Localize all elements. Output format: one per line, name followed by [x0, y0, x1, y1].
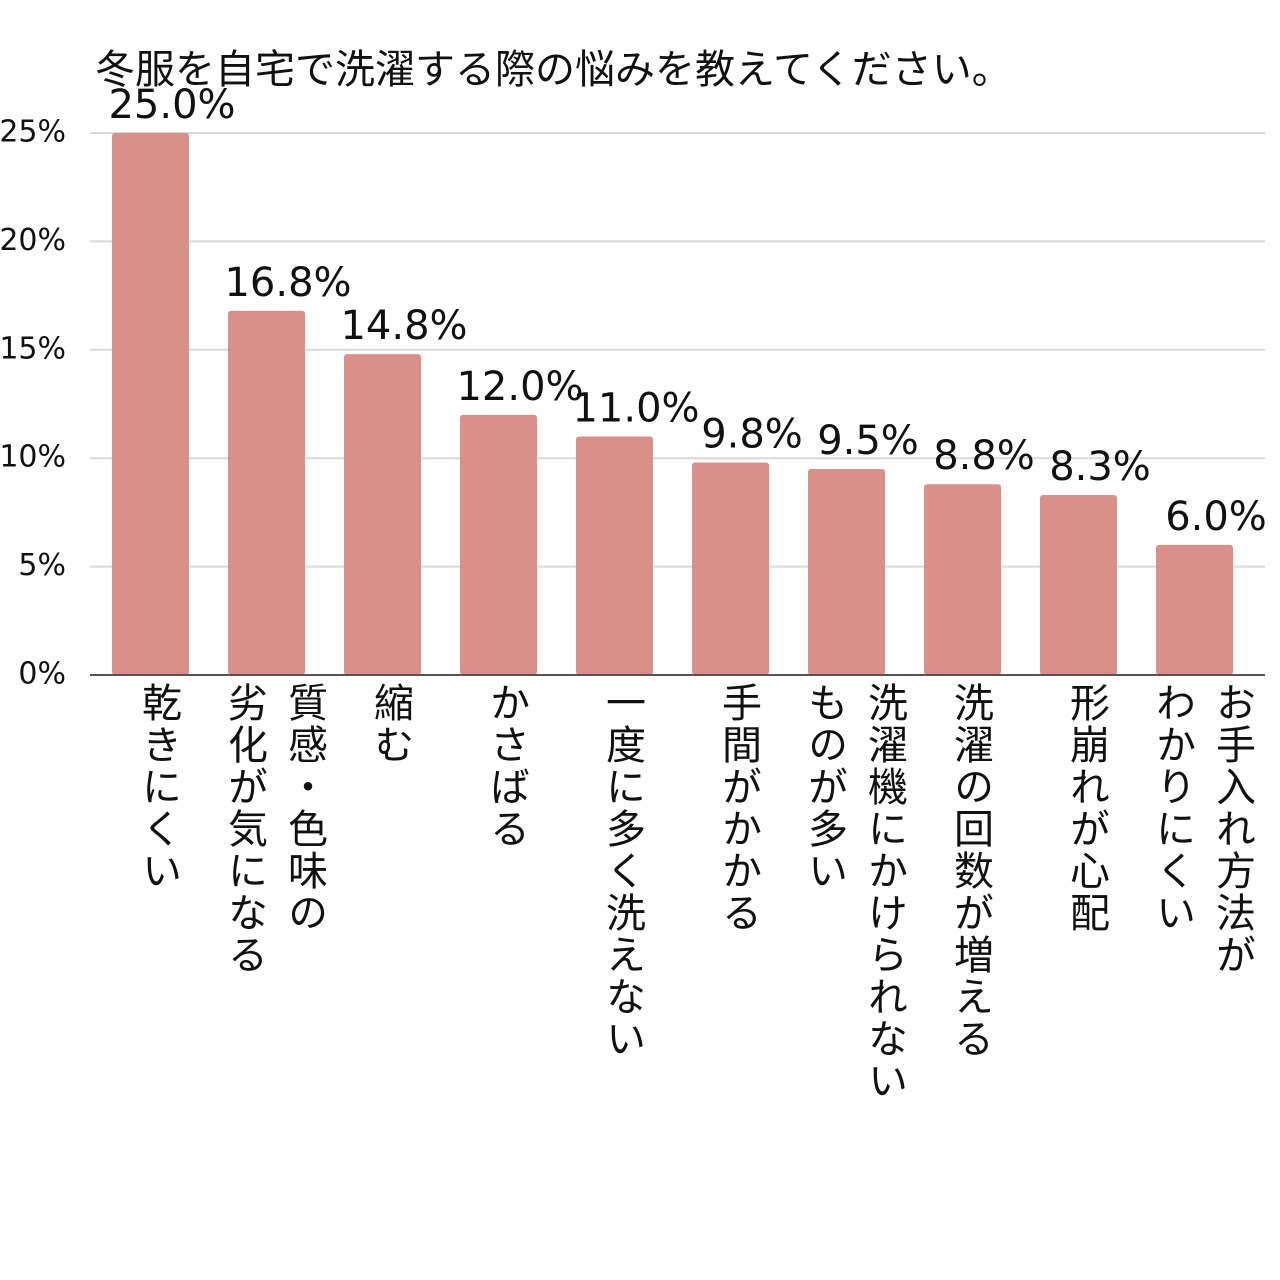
- value-label: 6.0%: [1165, 494, 1267, 540]
- x-tick-label: 縮む: [367, 682, 413, 766]
- x-tick-label: お手入れ方法が わかりにくい: [1149, 682, 1255, 976]
- y-tick-label: 15%: [0, 331, 66, 366]
- y-tick-label: 10%: [0, 440, 66, 475]
- bar: [924, 484, 1001, 675]
- value-label: 9.5%: [817, 418, 919, 464]
- value-label: 25.0%: [108, 82, 235, 128]
- value-label: 12.0%: [456, 364, 583, 410]
- bar: [1156, 544, 1233, 675]
- y-tick-label: 0%: [18, 657, 66, 692]
- x-tick-label: 洗濯の回数が増える: [947, 682, 993, 1060]
- y-tick-label: 20%: [0, 223, 66, 258]
- bar: [692, 462, 769, 675]
- chart-title: 冬服を自宅で洗濯する際の悩みを教えてください。: [95, 47, 1012, 93]
- x-tick-label: 一度に多く洗えない: [599, 682, 645, 1060]
- bar: [808, 469, 885, 675]
- y-tick-label: 5%: [18, 548, 66, 583]
- bar: [228, 310, 305, 675]
- value-label: 8.3%: [1049, 444, 1151, 490]
- bar: [112, 133, 189, 675]
- value-label: 16.8%: [224, 260, 351, 306]
- bar: [1040, 495, 1117, 675]
- value-label: 9.8%: [701, 412, 803, 458]
- x-tick-label: 洗濯機にかけられない ものが多い: [801, 682, 907, 1102]
- x-tick-label: 質感・色味の 劣化が気になる: [221, 682, 327, 976]
- value-label: 14.8%: [340, 303, 467, 349]
- bar: [460, 414, 537, 675]
- x-tick-label: かさばる: [483, 682, 529, 850]
- bar: [576, 436, 653, 675]
- value-label: 8.8%: [933, 433, 1035, 479]
- bar: [344, 354, 421, 675]
- y-tick-label: 25%: [0, 115, 66, 150]
- x-tick-label: 形崩れが心配: [1063, 682, 1109, 934]
- x-tick-label: 乾きにくい: [135, 682, 181, 892]
- x-tick-label: 手間がかかる: [715, 682, 761, 934]
- value-label: 11.0%: [572, 386, 699, 432]
